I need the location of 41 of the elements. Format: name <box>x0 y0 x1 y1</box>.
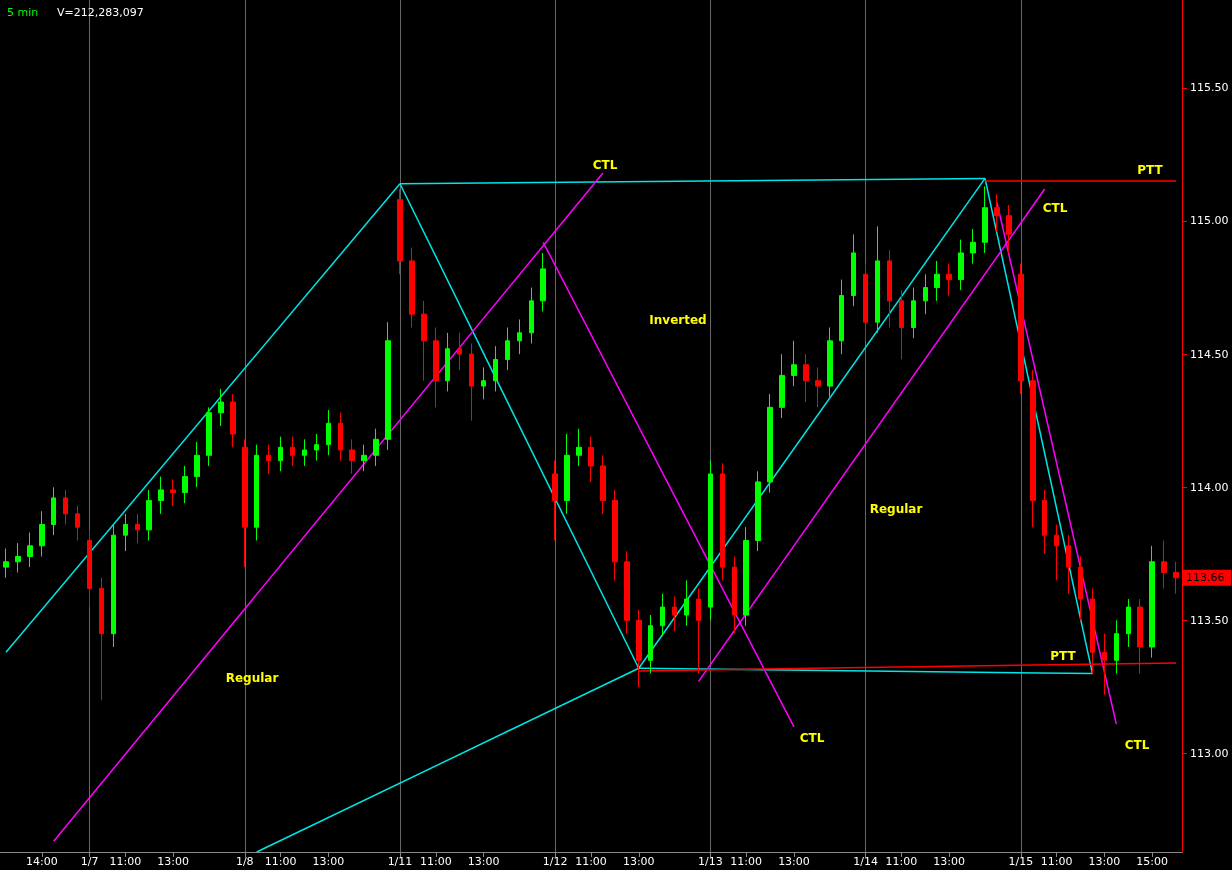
text: 113.66 <box>1186 571 1225 585</box>
x-tick-label: 1/8 <box>235 855 254 868</box>
x-tick-label: 13:00 <box>467 855 500 868</box>
x-tick-label: 11:00 <box>885 855 918 868</box>
annotation: Regular <box>225 671 279 685</box>
annotation: CTL <box>592 158 618 172</box>
annotation: Regular <box>869 502 923 516</box>
x-tick-label: 11:00 <box>730 855 763 868</box>
annotation: CTL <box>1124 738 1150 752</box>
annotation: CTL <box>1042 201 1068 215</box>
x-tick-label: 1/14 <box>853 855 878 868</box>
text: 5 min <box>7 6 39 19</box>
text: V=212,283,097 <box>57 6 144 19</box>
x-tick-label: 15:00 <box>1136 855 1168 868</box>
x-tick-label: 11:00 <box>575 855 607 868</box>
x-tick-label: 13:00 <box>1088 855 1121 868</box>
annotation: PTT <box>1137 163 1164 177</box>
x-tick-label: 13:00 <box>312 855 345 868</box>
x-tick-label: 13:00 <box>157 855 189 868</box>
y-tick-label: 114.00 <box>1190 480 1229 494</box>
y-tick-label: 115.00 <box>1190 214 1229 228</box>
y-tick-label: 115.50 <box>1190 81 1229 95</box>
x-tick-label: 13:00 <box>622 855 655 868</box>
x-tick-label: 1/12 <box>542 855 568 868</box>
y-tick-label: 114.50 <box>1190 347 1229 361</box>
x-tick-label: 11:00 <box>419 855 452 868</box>
x-tick-label: 1/15 <box>1008 855 1034 868</box>
annotation: PTT <box>1050 649 1077 663</box>
x-tick-label: 1/13 <box>698 855 723 868</box>
x-tick-label: 14:00 <box>25 855 58 868</box>
annotation: Inverted <box>649 313 707 327</box>
x-tick-label: 11:00 <box>264 855 297 868</box>
x-tick-label: 13:00 <box>933 855 966 868</box>
x-tick-label: 1/11 <box>387 855 413 868</box>
y-tick-label: 113.00 <box>1190 746 1229 760</box>
x-tick-label: 11:00 <box>109 855 142 868</box>
annotation: CTL <box>799 731 825 745</box>
x-tick-label: 11:00 <box>1040 855 1073 868</box>
x-tick-label: 13:00 <box>778 855 810 868</box>
y-tick-label: 113.50 <box>1190 613 1229 627</box>
x-tick-label: 1/7 <box>80 855 99 868</box>
